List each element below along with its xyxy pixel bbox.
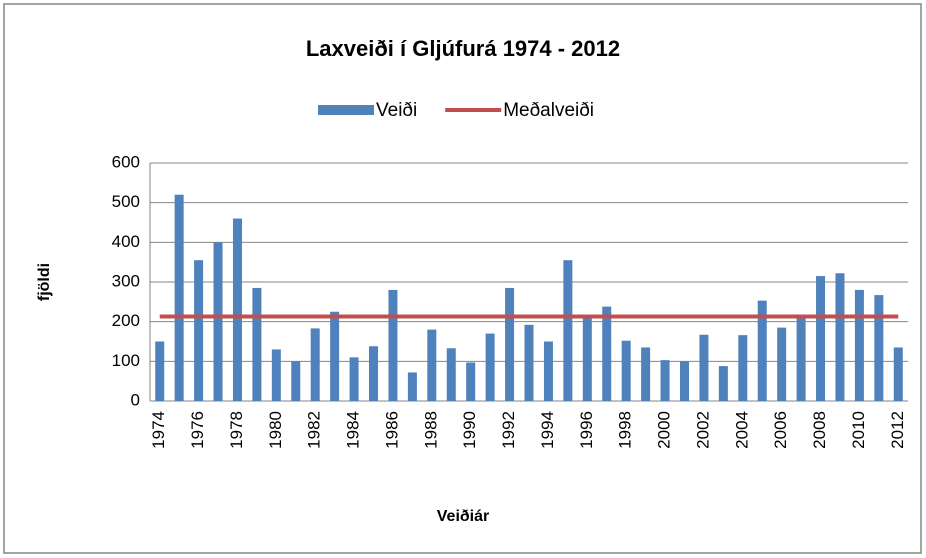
x-tick-label: 2008 (810, 411, 829, 449)
y-tick-label: 500 (112, 192, 140, 211)
bar (835, 273, 845, 401)
bar (641, 347, 651, 401)
bar (893, 347, 903, 401)
legend-swatch (318, 105, 374, 115)
legend-label: Meðalveiði (503, 100, 594, 121)
bar (155, 341, 165, 401)
x-tick-label: 1980 (266, 411, 285, 449)
bar (194, 260, 204, 401)
x-tick-label: 2004 (732, 411, 751, 449)
y-tick-label: 100 (112, 351, 140, 370)
bar (816, 276, 826, 401)
chart-frame (3, 3, 922, 554)
bar (485, 333, 495, 401)
x-tick-label: 2000 (655, 411, 674, 449)
bar (854, 289, 864, 401)
bar (369, 346, 379, 401)
legend-label: Veiði (376, 100, 417, 121)
bar (602, 306, 612, 401)
x-tick-label: 1976 (188, 411, 207, 449)
bar (796, 315, 806, 401)
x-tick-label: 2006 (771, 411, 790, 449)
y-tick-label: 600 (112, 152, 140, 171)
bar (466, 362, 476, 401)
bar (563, 260, 573, 401)
x-tick-label: 1990 (460, 411, 479, 449)
x-tick-label: 1992 (499, 411, 518, 449)
bar (757, 300, 767, 401)
x-tick-label: 1984 (344, 411, 363, 449)
x-tick-label: 1998 (616, 411, 635, 449)
bar (524, 324, 534, 401)
x-tick-label: 1974 (149, 411, 168, 449)
bar (174, 194, 184, 401)
y-tick-label: 0 (131, 390, 140, 409)
bar (718, 366, 728, 401)
bar (232, 218, 242, 401)
bar (330, 311, 340, 401)
bar (407, 372, 417, 401)
bar (699, 334, 709, 401)
bar (310, 328, 320, 401)
x-tick-label: 1994 (538, 411, 557, 449)
bar (213, 242, 223, 401)
bar (582, 317, 592, 401)
x-axis-title: Veiðiár (437, 508, 489, 525)
x-tick-label: 2010 (849, 411, 868, 449)
y-axis-title: fjöldi (36, 263, 53, 301)
bar (271, 349, 281, 401)
bar (252, 287, 262, 401)
bar (505, 287, 515, 401)
bar (349, 357, 359, 401)
bar (874, 295, 884, 401)
bar (679, 361, 689, 401)
bar (388, 289, 398, 401)
y-tick-label: 200 (112, 311, 140, 330)
bar (621, 340, 631, 401)
bar (446, 348, 456, 401)
bar (543, 341, 553, 401)
x-tick-label: 1986 (382, 411, 401, 449)
y-tick-label: 300 (112, 271, 140, 290)
bar (291, 361, 301, 401)
x-tick-label: 1988 (421, 411, 440, 449)
bar (660, 360, 670, 401)
bar (427, 329, 437, 401)
x-tick-label: 2012 (888, 411, 907, 449)
x-tick-label: 1996 (577, 411, 596, 449)
x-tick-label: 2002 (693, 411, 712, 449)
y-tick-label: 400 (112, 232, 140, 251)
x-tick-label: 1978 (227, 411, 246, 449)
bar (738, 335, 748, 401)
chart-title: Laxveiði í Gljúfurá 1974 - 2012 (306, 36, 620, 61)
bar (777, 327, 787, 401)
x-tick-label: 1982 (305, 411, 324, 449)
